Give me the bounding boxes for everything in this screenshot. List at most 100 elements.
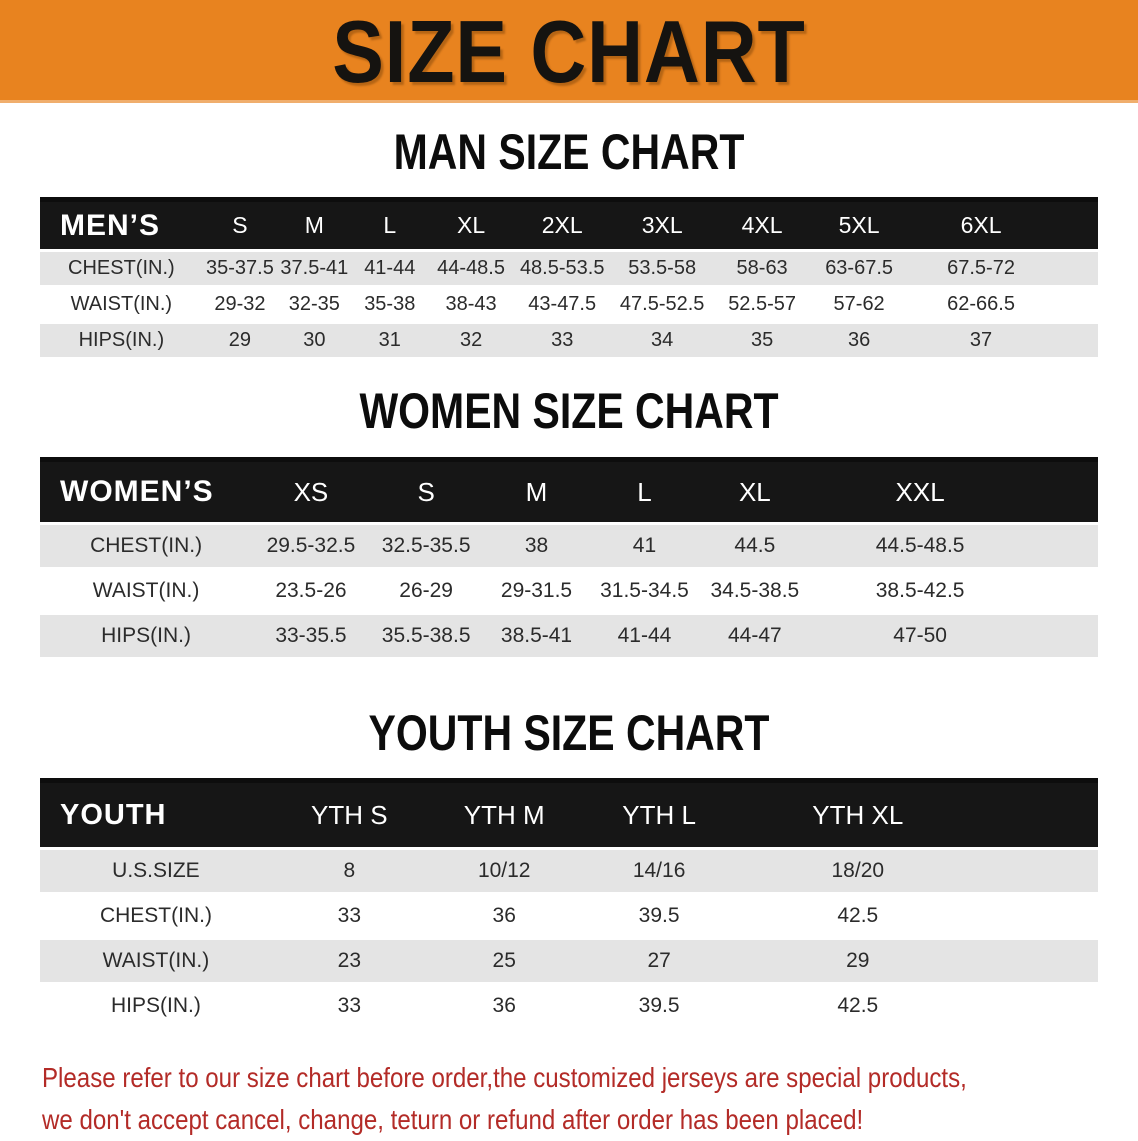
size-value: 35-37.5 [202,249,278,287]
size-column-header: L [351,198,428,251]
size-value: 30 [277,321,352,357]
size-value: 36 [426,982,582,1027]
size-value: 52.5-57 [714,285,811,323]
size-value: 29 [736,937,1098,984]
measure-row: WAIST(IN.) 23 25 27 29 [40,937,1098,984]
men-size-table: MEN’S S M L XL 2XL 3XL 4XL 5XL 6XL CHEST(IN.) 35-37… [40,197,1098,357]
size-column-header: M [277,198,352,251]
measure-row: CHEST(IN.) 35-37.5 37.5-41 41-44 44-48.5 48.5… [40,249,1098,287]
row-label: WAIST(IN.) [40,285,203,323]
size-column-header: YTH L [581,779,737,849]
size-value: 27 [581,937,737,984]
size-value: 14/16 [581,847,737,894]
row-label: CHEST(IN.) [40,249,203,287]
row-label: WAIST(IN.) [40,567,253,614]
size-chart-banner: SIZE CHART [0,0,1138,103]
measure-row: HIPS(IN.) 33-35.5 35.5-38.5 38.5-41 41-44 44-… [40,612,1098,657]
size-value: 63-67.5 [810,249,909,287]
row-label: HIPS(IN.) [40,612,253,657]
size-column-header: S [202,198,278,251]
measure-row: CHEST(IN.) 33 36 39.5 42.5 [40,892,1098,939]
size-value: 38.5-42.5 [811,567,1098,614]
size-value: 44.5 [698,522,812,569]
size-column-header: XS [252,458,370,524]
size-column-header: YTH S [271,779,427,849]
size-value: 33-35.5 [252,612,370,657]
size-value: 31 [351,321,428,357]
size-value: 53.5-58 [610,249,715,287]
measure-row: WAIST(IN.) 29-32 32-35 35-38 38-43 43-47.5 47.… [40,285,1098,323]
size-column-header: 3XL [610,198,715,251]
size-column-header: 4XL [714,198,811,251]
size-value: 25 [426,937,582,984]
table-corner-label: MEN’S [40,198,203,251]
size-value: 42.5 [736,892,1098,939]
size-value: 33 [271,982,427,1027]
row-label: HIPS(IN.) [40,982,272,1027]
size-value: 29-32 [202,285,278,323]
measure-row: U.S.SIZE 8 10/12 14/16 18/20 [40,847,1098,894]
youth-size-table: YOUTH YTH S YTH M YTH L YTH XL U.S.SIZE 8 10/12… [40,778,1098,1027]
youth-size-section: YOUTH SIZE CHART YOUTH YTH S YTH M YTH L YTH… [0,708,1138,1027]
size-column-header: YTH M [426,779,582,849]
size-value: 34.5-38.5 [698,567,812,614]
row-label: WAIST(IN.) [40,937,272,984]
size-column-header: 5XL [810,198,909,251]
size-value: 44-47 [698,612,812,657]
size-value: 32.5-35.5 [369,522,483,569]
size-value: 62-66.5 [908,285,1098,323]
size-value: 29.5-32.5 [252,522,370,569]
size-value: 39.5 [581,892,737,939]
size-column-header: 6XL [908,198,1098,251]
size-value: 29 [202,321,278,357]
table-header-row: YOUTH YTH S YTH M YTH L YTH XL [40,779,1098,849]
size-value: 41-44 [590,612,699,657]
man-size-heading: MAN SIZE CHART [393,124,745,180]
size-value: 26-29 [369,567,483,614]
size-value: 41-44 [351,249,428,287]
size-value: 35 [714,321,811,357]
size-value: 47-50 [811,612,1098,657]
youth-size-heading: YOUTH SIZE CHART [368,705,770,761]
size-value: 42.5 [736,982,1098,1027]
woman-size-section: WOMEN SIZE CHART WOMEN’S XS S M L XL XXL CHEST(… [0,386,1138,657]
size-value: 38-43 [427,285,515,323]
size-column-header: XL [427,198,515,251]
women-size-table: WOMEN’S XS S M L XL XXL CHEST(IN.) 29.5-32.5 32.5… [40,457,1098,657]
size-value: 23.5-26 [252,567,370,614]
disclaimer-text: Please refer to our size chart before or… [0,1057,1138,1141]
size-value: 33 [514,321,611,357]
table-header-row: WOMEN’S XS S M L XL XXL [40,458,1098,524]
measure-row: HIPS(IN.) 33 36 39.5 42.5 [40,982,1098,1027]
measure-row: CHEST(IN.) 29.5-32.5 32.5-35.5 38 41 44.5 44.5… [40,522,1098,569]
size-value: 37 [908,321,1098,357]
size-value: 39.5 [581,982,737,1027]
size-value: 48.5-53.5 [514,249,611,287]
size-value: 32-35 [277,285,352,323]
size-value: 18/20 [736,847,1098,894]
disclaimer-line-1: Please refer to our size chart before or… [42,1062,967,1093]
size-value: 23 [271,937,427,984]
size-value: 10/12 [426,847,582,894]
size-value: 35.5-38.5 [369,612,483,657]
size-value: 43-47.5 [514,285,611,323]
table-corner-label: YOUTH [40,779,272,849]
row-label: CHEST(IN.) [40,522,253,569]
size-column-header: YTH XL [736,779,1098,849]
size-value: 58-63 [714,249,811,287]
size-value: 32 [427,321,515,357]
size-value: 44.5-48.5 [811,522,1098,569]
size-column-header: 2XL [514,198,611,251]
size-value: 37.5-41 [277,249,352,287]
row-label: HIPS(IN.) [40,321,203,357]
row-label: CHEST(IN.) [40,892,272,939]
size-value: 35-38 [351,285,428,323]
size-value: 38 [482,522,591,569]
size-column-header: L [590,458,699,524]
size-value: 57-62 [810,285,909,323]
size-value: 8 [271,847,427,894]
size-value: 67.5-72 [908,249,1098,287]
banner-title: SIZE CHART [332,1,806,101]
measure-row: WAIST(IN.) 23.5-26 26-29 29-31.5 31.5-34.5 34… [40,567,1098,614]
size-value: 34 [610,321,715,357]
